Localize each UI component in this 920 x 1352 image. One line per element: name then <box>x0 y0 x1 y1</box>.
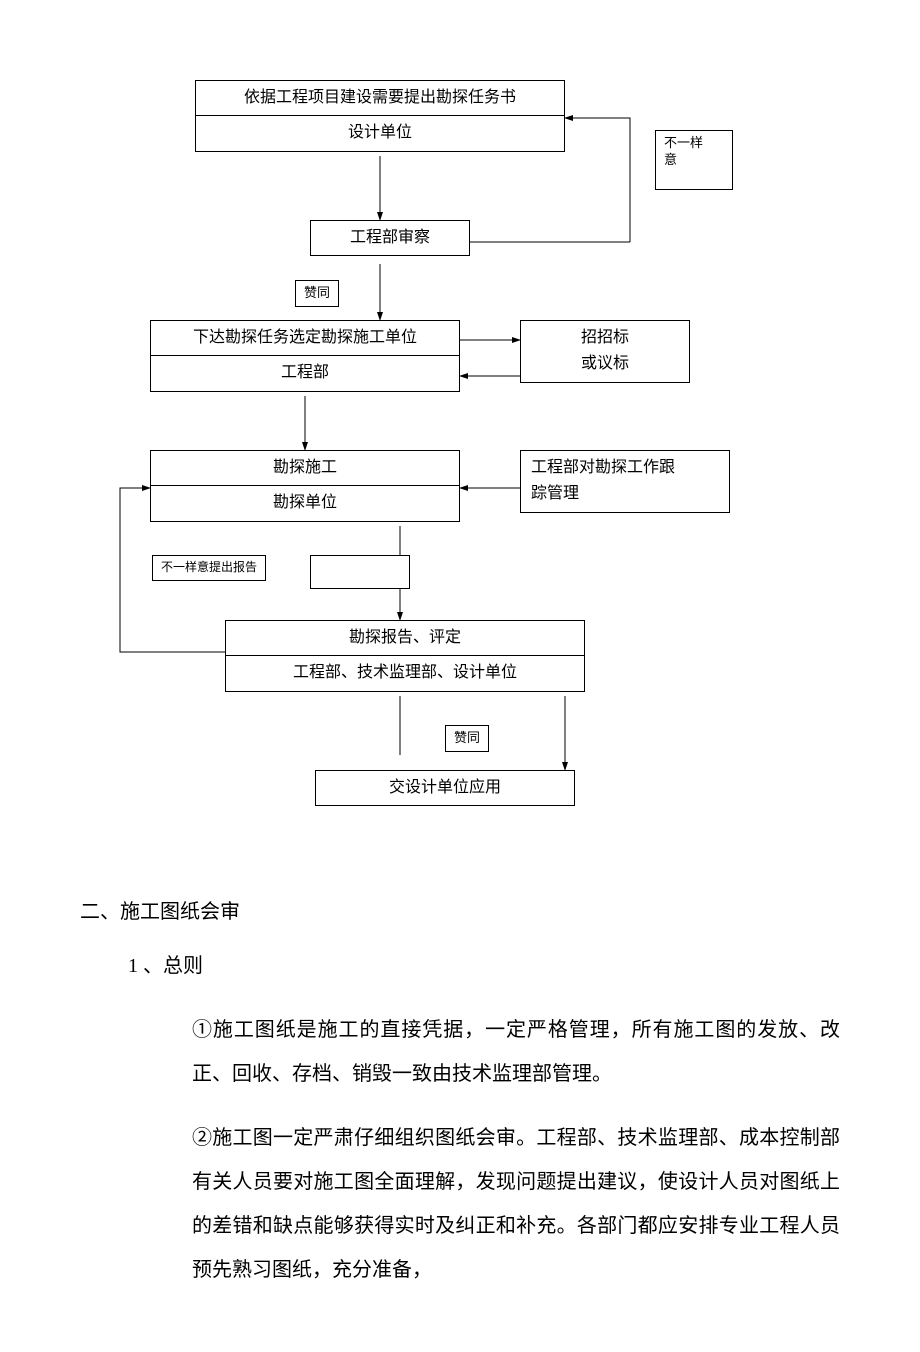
node-text: 工程部、技术监理部、设计单位 <box>226 656 584 690</box>
node-bidding: 招招标 或议标 <box>520 320 690 383</box>
node-text: 或议标 <box>521 351 689 381</box>
node-tracking: 工程部对勘探工作跟 踪管理 <box>520 450 730 513</box>
node-text: 设计单位 <box>196 116 564 150</box>
label-agree: 赞同 <box>295 280 339 307</box>
node-task-book: 依据工程项目建设需要提出勘探任务书 设计单位 <box>195 80 565 152</box>
label-agree: 赞同 <box>445 725 489 752</box>
subsection-number: 1 、总则 <box>80 944 840 988</box>
empty-box <box>310 555 410 589</box>
section-heading: 二、施工图纸会审 <box>80 890 840 934</box>
node-text: 工程部审察 <box>311 221 469 255</box>
node-text: 工程部 <box>151 356 459 390</box>
node-text: 下达勘探任务选定勘探施工单位 <box>151 321 459 355</box>
node-text: 勘探单位 <box>151 486 459 520</box>
node-text: 交设计单位应用 <box>316 771 574 805</box>
node-text: 勘探施工 <box>151 451 459 485</box>
node-construction: 勘探施工 勘探单位 <box>150 450 460 522</box>
node-text: 招招标 <box>521 321 689 351</box>
body-text: 二、施工图纸会审 1 、总则 ①施工图纸是施工的直接凭据，一定严格管理，所有施工… <box>0 870 920 1352</box>
label-reject-report: 不一样意提出报告 <box>152 555 266 581</box>
node-report: 勘探报告、评定 工程部、技术监理部、设计单位 <box>225 620 585 692</box>
paragraph: ②施工图一定严肃仔细组织图纸会审。工程部、技术监理部、成本控制部有关人员要对施工… <box>80 1116 840 1292</box>
node-review: 工程部审察 <box>310 220 470 256</box>
node-assign-task: 下达勘探任务选定勘探施工单位 工程部 <box>150 320 460 392</box>
paragraph: ①施工图纸是施工的直接凭据，一定严格管理，所有施工图的发放、改正、回收、存档、销… <box>80 1008 840 1096</box>
label-disagree: 不一样 意 <box>655 130 733 190</box>
node-text: 勘探报告、评定 <box>226 621 584 655</box>
node-deliver: 交设计单位应用 <box>315 770 575 806</box>
flowchart: 依据工程项目建设需要提出勘探任务书 设计单位 工程部审察 下达勘探任务选定勘探施… <box>0 0 920 870</box>
node-text: 工程部对勘探工作跟 <box>521 451 729 481</box>
node-text: 踪管理 <box>521 481 729 511</box>
node-text: 依据工程项目建设需要提出勘探任务书 <box>196 81 564 115</box>
